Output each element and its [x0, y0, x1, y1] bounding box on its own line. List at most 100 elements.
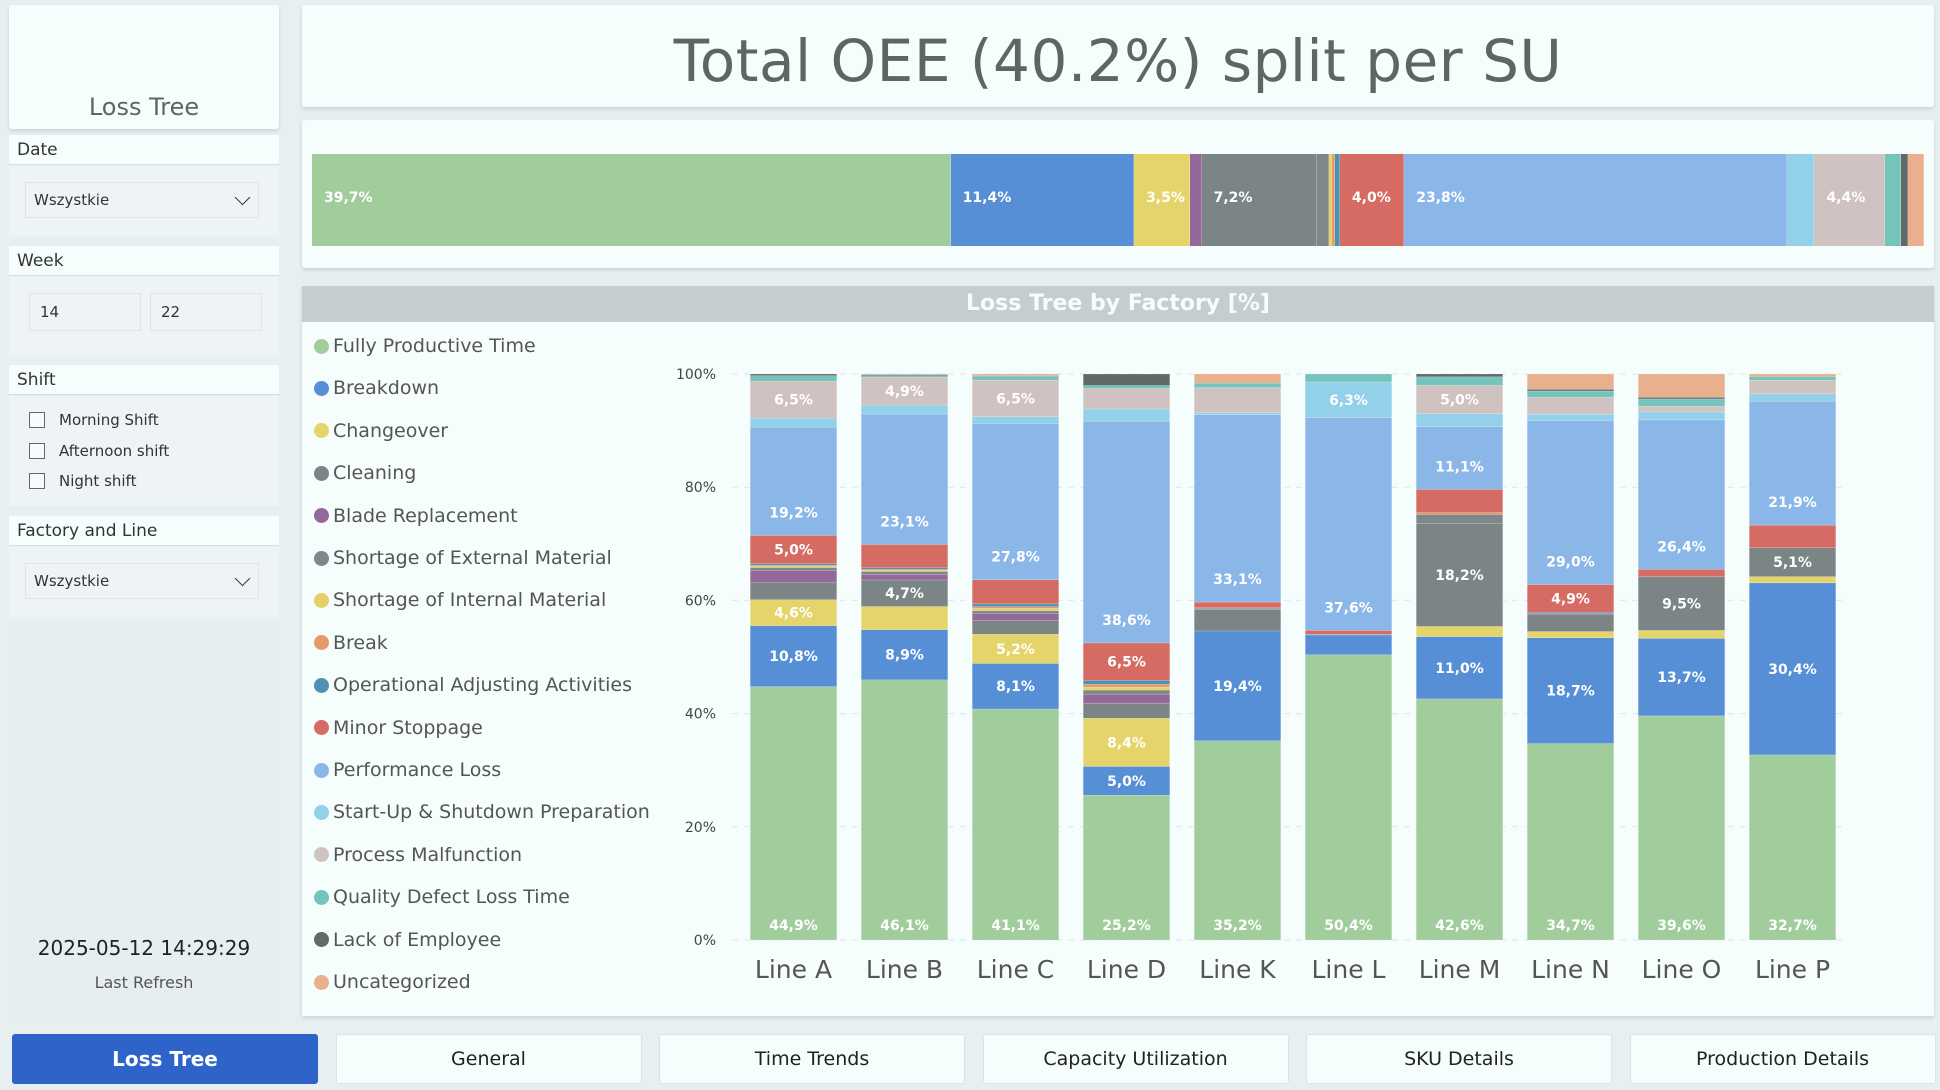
bar-segment-line-m-lack-of-employee[interactable] — [1415, 373, 1504, 378]
bar-segment-line-a-cleaning[interactable] — [749, 582, 838, 600]
bar-segment-line-b-uncategorized[interactable] — [860, 373, 949, 375]
bar-segment-line-p-changeover[interactable] — [1748, 576, 1837, 584]
legend-item-blade-replacement[interactable]: Blade Replacement — [314, 504, 518, 528]
bar-segment-line-n-uncategorized[interactable] — [1526, 373, 1615, 390]
bar-segment-line-d-breakdown[interactable] — [1082, 766, 1171, 796]
bar-segment-line-m-shortage-of-external-material[interactable] — [1415, 514, 1504, 524]
bar-segment-line-c-start-up-shutdown-preparation[interactable] — [971, 416, 1060, 424]
bar-segment-line-l-minor-stoppage[interactable] — [1304, 630, 1393, 635]
week-to-input[interactable]: 22 — [150, 293, 262, 331]
total-bar-segment-fully-productive-time[interactable]: 39,7% — [312, 154, 951, 246]
bar-segment-line-n-lack-of-employee[interactable] — [1526, 389, 1615, 392]
total-bar-segment-process-malfunction[interactable]: 4,4% — [1814, 154, 1886, 246]
bar-segment-line-o-fully-productive-time[interactable] — [1637, 715, 1726, 941]
bar-segment-line-b-start-up-shutdown-preparation[interactable] — [860, 404, 949, 415]
bar-segment-line-m-minor-stoppage[interactable] — [1415, 489, 1504, 513]
bar-segment-line-d-lack-of-employee[interactable] — [1082, 373, 1171, 386]
bar-segment-line-o-process-malfunction[interactable] — [1637, 406, 1726, 413]
week-from-input[interactable]: 14 — [29, 293, 141, 331]
bar-segment-line-k-uncategorized[interactable] — [1193, 373, 1282, 384]
bar-segment-line-m-performance-loss[interactable] — [1415, 426, 1504, 490]
total-bar-segment-blade-replacement[interactable] — [1190, 154, 1202, 246]
bar-segment-line-m-break[interactable] — [1415, 512, 1504, 515]
bar-segment-line-p-breakdown[interactable] — [1748, 582, 1837, 756]
bar-segment-line-n-fully-productive-time[interactable] — [1526, 743, 1615, 941]
bar-segment-line-a-performance-loss[interactable] — [749, 426, 838, 536]
bar-segment-line-n-process-malfunction[interactable] — [1526, 396, 1615, 415]
bar-segment-line-m-fully-productive-time[interactable] — [1415, 698, 1504, 941]
bar-segment-line-b-process-malfunction[interactable] — [860, 377, 949, 406]
bar-segment-line-k-quality-defect-loss-time[interactable] — [1193, 382, 1282, 388]
total-bar-segment-uncategorized[interactable] — [1907, 154, 1924, 246]
legend-item-breakdown[interactable]: Breakdown — [314, 376, 439, 400]
nav-tab-time-trends[interactable]: Time Trends — [659, 1034, 965, 1084]
total-bar-segment-minor-stoppage[interactable]: 4,0% — [1339, 154, 1405, 246]
bar-segment-line-c-shortage-of-external-material[interactable] — [971, 610, 1060, 614]
bar-segment-line-n-performance-loss[interactable] — [1526, 420, 1615, 585]
bar-segment-line-o-uncategorized[interactable] — [1637, 373, 1726, 398]
bar-segment-line-c-quality-defect-loss-time[interactable] — [971, 375, 1060, 381]
bar-segment-line-m-process-malfunction[interactable] — [1415, 385, 1504, 414]
bar-segment-line-c-fully-productive-time[interactable] — [971, 708, 1060, 941]
bar-segment-line-o-start-up-shutdown-preparation[interactable] — [1637, 411, 1726, 421]
bar-segment-line-a-start-up-shutdown-preparation[interactable] — [749, 417, 838, 428]
bar-segment-line-a-quality-defect-loss-time[interactable] — [749, 375, 838, 382]
legend-item-process-malfunction[interactable]: Process Malfunction — [314, 843, 522, 867]
bar-segment-line-o-changeover[interactable] — [1637, 630, 1726, 639]
legend-item-shortage-of-internal-material[interactable]: Shortage of Internal Material — [314, 588, 606, 612]
bar-segment-line-m-changeover[interactable] — [1415, 626, 1504, 637]
total-bar-segment-cleaning[interactable]: 7,2% — [1201, 154, 1318, 246]
bar-segment-line-b-operational-adjusting-activities[interactable] — [860, 567, 949, 570]
bar-segment-line-d-fully-productive-time[interactable] — [1082, 794, 1171, 941]
nav-tab-loss-tree[interactable]: Loss Tree — [12, 1034, 318, 1084]
nav-tab-general[interactable]: General — [335, 1034, 642, 1084]
bar-segment-line-m-breakdown[interactable] — [1415, 636, 1504, 700]
bar-segment-line-o-cleaning[interactable] — [1637, 576, 1726, 631]
bar-segment-line-l-quality-defect-loss-time[interactable] — [1304, 373, 1393, 383]
bar-segment-line-a-changeover[interactable] — [749, 599, 838, 626]
legend-item-cleaning[interactable]: Cleaning — [314, 461, 416, 485]
bar-segment-line-m-quality-defect-loss-time[interactable] — [1415, 376, 1504, 386]
bar-segment-line-c-operational-adjusting-activities[interactable] — [971, 603, 1060, 607]
bar-segment-line-b-shortage-of-external-material[interactable] — [860, 571, 949, 575]
bar-segment-line-d-cleaning[interactable] — [1082, 703, 1171, 719]
bar-segment-line-n-start-up-shutdown-preparation[interactable] — [1526, 413, 1615, 421]
nav-tab-capacity-utilization[interactable]: Capacity Utilization — [982, 1034, 1289, 1084]
bar-segment-line-c-performance-loss[interactable] — [971, 423, 1060, 580]
legend-item-operational-adjusting-activities[interactable]: Operational Adjusting Activities — [314, 673, 632, 697]
bar-segment-line-d-process-malfunction[interactable] — [1082, 388, 1171, 410]
bar-segment-line-l-performance-loss[interactable] — [1304, 417, 1393, 631]
bar-segment-line-c-cleaning[interactable] — [971, 620, 1060, 635]
bar-segment-line-b-cleaning[interactable] — [860, 579, 949, 607]
bar-segment-line-d-minor-stoppage[interactable] — [1082, 642, 1171, 681]
bar-segment-line-b-blade-replacement[interactable] — [860, 574, 949, 581]
bar-segment-line-d-break[interactable] — [1082, 684, 1171, 688]
bar-segment-line-d-shortage-of-external-material[interactable] — [1082, 689, 1171, 695]
total-bar-segment-changeover[interactable]: 3,5% — [1134, 154, 1191, 246]
bar-segment-line-c-minor-stoppage[interactable] — [971, 579, 1060, 605]
bar-segment-line-l-breakdown[interactable] — [1304, 634, 1393, 655]
bar-segment-line-a-fully-productive-time[interactable] — [749, 686, 838, 941]
bar-segment-line-d-shortage-of-internal-material[interactable] — [1082, 686, 1171, 691]
legend-item-shortage-of-external-material[interactable]: Shortage of External Material — [314, 546, 612, 570]
bar-segment-line-o-quality-defect-loss-time[interactable] — [1637, 398, 1726, 407]
total-bar-segment-shortage-of-external-material[interactable] — [1317, 154, 1329, 246]
bar-segment-line-c-shortage-of-internal-material[interactable] — [971, 608, 1060, 611]
bar-segment-line-m-start-up-shutdown-preparation[interactable] — [1415, 413, 1504, 427]
bar-segment-line-p-uncategorized[interactable] — [1748, 373, 1837, 377]
bar-segment-line-o-breakdown[interactable] — [1637, 638, 1726, 717]
bar-segment-line-c-uncategorized[interactable] — [971, 373, 1060, 376]
total-bar-segment-break[interactable] — [1331, 154, 1336, 246]
bar-segment-line-d-blade-replacement[interactable] — [1082, 693, 1171, 704]
legend-item-quality-defect-loss-time[interactable]: Quality Defect Loss Time — [314, 885, 570, 909]
bar-segment-line-k-start-up-shutdown-preparation[interactable] — [1193, 412, 1282, 416]
total-bar-segment-operational-adjusting-activities[interactable] — [1335, 154, 1340, 246]
bar-segment-line-b-minor-stoppage[interactable] — [860, 544, 949, 568]
shift-option-morning[interactable]: Morning Shift — [29, 409, 159, 431]
bar-segment-line-a-shortage-of-external-material[interactable] — [749, 567, 838, 571]
bar-segment-line-d-quality-defect-loss-time[interactable] — [1082, 385, 1171, 389]
bar-segment-line-c-blade-replacement[interactable] — [971, 613, 1060, 621]
bar-segment-line-a-process-malfunction[interactable] — [749, 381, 838, 419]
checkbox[interactable] — [29, 443, 45, 459]
legend-item-uncategorized[interactable]: Uncategorized — [314, 970, 471, 994]
